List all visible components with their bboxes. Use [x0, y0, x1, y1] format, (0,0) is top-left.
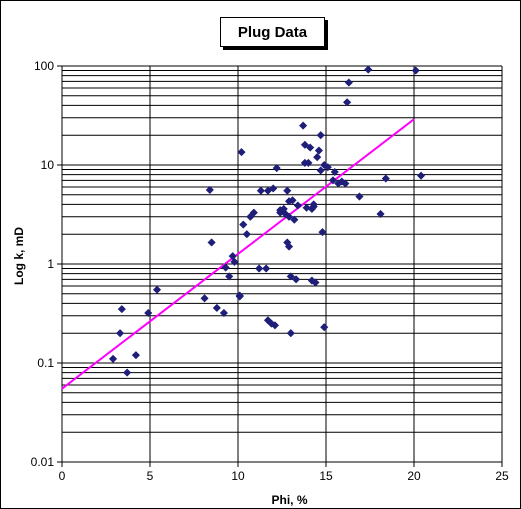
data-point: [316, 166, 325, 175]
y-tick-label: 10: [41, 158, 55, 172]
data-point: [242, 230, 251, 239]
x-tick-label: 15: [319, 469, 333, 483]
data-point: [355, 192, 364, 201]
data-point: [286, 329, 295, 338]
data-point: [306, 143, 315, 152]
data-point: [108, 354, 118, 364]
x-tick-label: 20: [407, 469, 421, 483]
data-point: [311, 278, 320, 287]
data-point: [284, 212, 294, 221]
data-point: [115, 329, 125, 338]
data-point: [342, 98, 352, 107]
data-point: [225, 272, 234, 281]
y-tick-label: 100: [34, 59, 54, 73]
data-point: [262, 264, 271, 273]
data-point: [207, 238, 216, 247]
data-point: [293, 201, 302, 210]
data-point: [122, 368, 132, 377]
x-axis-title: Phi, %: [271, 493, 308, 507]
data-point: [283, 186, 292, 195]
data-point: [152, 285, 162, 294]
data-point: [290, 215, 299, 224]
data-point: [330, 167, 339, 177]
data-point: [254, 264, 264, 273]
data-point: [328, 176, 338, 185]
data-point: [381, 174, 390, 183]
x-tick-label: 5: [147, 469, 154, 483]
data-point: [200, 294, 209, 303]
data-point: [304, 158, 313, 168]
y-tick-label: 1: [47, 257, 54, 271]
data-point: [117, 304, 126, 314]
data-point: [323, 163, 332, 172]
y-axis-title: Log k, mD: [12, 226, 26, 285]
data-point: [416, 171, 426, 180]
data-point: [212, 303, 222, 313]
data-point: [288, 196, 297, 205]
trend-line: [61, 118, 415, 390]
data-point: [219, 308, 229, 318]
data-point: [307, 276, 317, 285]
x-tick-label: 25: [495, 469, 509, 483]
data-point: [256, 186, 266, 195]
data-point: [411, 66, 420, 75]
data-point: [337, 177, 346, 186]
chart-title: Plug Data: [220, 17, 325, 47]
data-point: [364, 65, 373, 74]
data-point: [237, 147, 246, 157]
data-point: [269, 184, 278, 193]
data-point: [298, 121, 308, 130]
data-point: [316, 131, 325, 140]
y-tick-label: 0.1: [37, 356, 54, 370]
data-point: [221, 263, 230, 272]
data-point: [131, 351, 141, 360]
data-point: [309, 200, 318, 209]
data-point: [291, 275, 301, 284]
data-point: [302, 203, 311, 212]
data-point: [341, 179, 350, 188]
data-point: [144, 308, 153, 318]
data-point: [300, 140, 310, 149]
data-point: [344, 78, 354, 87]
data-point: [284, 242, 294, 251]
data-point: [230, 257, 239, 267]
data-point: [205, 185, 214, 195]
x-tick-label: 10: [231, 469, 245, 483]
y-tick-label: 0.01: [31, 455, 55, 469]
x-tick-label: 0: [59, 469, 66, 483]
data-point: [235, 292, 244, 301]
data-point: [249, 208, 258, 217]
data-point: [320, 160, 329, 170]
chart-title-text: Plug Data: [237, 23, 308, 41]
data-point: [376, 209, 385, 219]
data-point: [320, 323, 329, 332]
data-point: [281, 209, 290, 219]
data-point: [239, 220, 248, 229]
data-point: [313, 153, 322, 162]
data-point: [318, 227, 327, 237]
data-point: [286, 272, 295, 281]
data-point: [270, 321, 280, 330]
data-point: [272, 163, 281, 173]
data-point: [279, 204, 288, 214]
data-point: [314, 146, 324, 155]
